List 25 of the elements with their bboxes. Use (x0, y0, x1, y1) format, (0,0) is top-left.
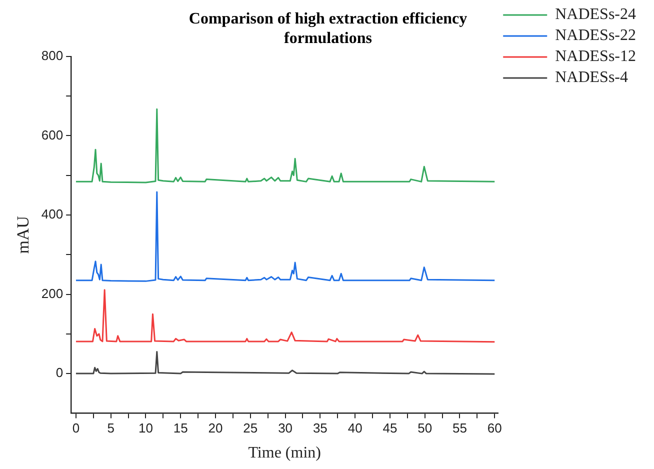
x-tick-label: 35 (312, 420, 328, 436)
x-tick-label: 5 (107, 420, 114, 436)
y-tick-label: 800 (41, 48, 64, 63)
legend-label: NADESs-24 (555, 6, 636, 24)
x-tick-label: 20 (208, 420, 223, 436)
y-tick-label: 600 (41, 127, 64, 142)
x-tick-label: 30 (278, 420, 293, 436)
legend-label: NADESs-22 (555, 27, 636, 44)
chart-title: Comparison of high extraction efficiency formulations (188, 10, 468, 47)
x-tick-label: 55 (452, 420, 467, 436)
x-tick-label: 40 (348, 420, 362, 436)
legend-label: NADESs-12 (555, 48, 636, 66)
x-tick-label: 25 (243, 420, 258, 436)
x-axis-title: Time (min) (248, 444, 321, 462)
x-tick-label: 60 (487, 420, 502, 436)
legend-label: NADESs-4 (555, 69, 628, 86)
x-tick-label: 50 (418, 420, 432, 436)
y-axis-title: mAU (14, 216, 33, 254)
y-tick-label: 200 (41, 286, 64, 301)
y-tick-label: 400 (41, 206, 64, 222)
y-tick-label: 0 (56, 365, 64, 380)
x-tick-label: 10 (138, 420, 153, 436)
x-tick-label: 45 (382, 420, 398, 436)
x-tick-label: 15 (173, 420, 188, 436)
x-tick-label: 0 (72, 420, 80, 436)
